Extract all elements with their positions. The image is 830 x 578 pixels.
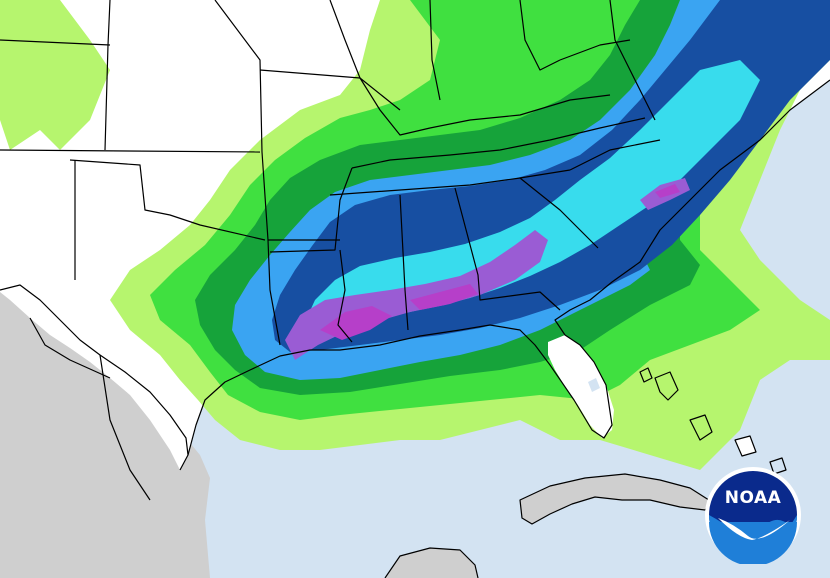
precip-magenta <box>320 184 680 340</box>
florida-land <box>548 335 614 438</box>
precip-cyan <box>305 60 760 330</box>
logo-gull <box>718 518 790 540</box>
lake-okeechobee <box>588 378 600 392</box>
noaa-emblem-icon <box>705 467 801 566</box>
mexico-land <box>0 285 210 578</box>
yucatan-land <box>385 548 478 578</box>
noaa-logo: NOAA <box>704 466 802 566</box>
